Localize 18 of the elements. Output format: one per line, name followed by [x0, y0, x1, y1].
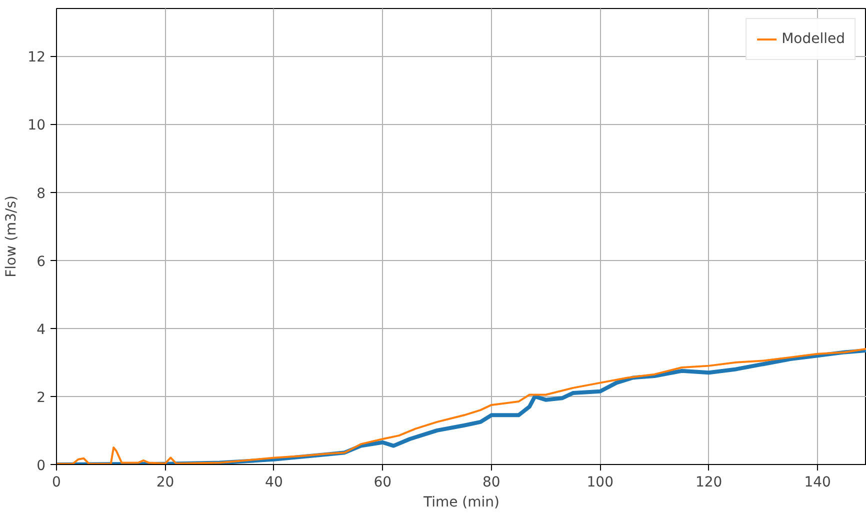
x-tick-label: 120 — [695, 474, 722, 490]
y-tick-label: 12 — [28, 50, 46, 66]
y-tick-label: 2 — [36, 390, 46, 406]
x-axis-title: Time (min) — [422, 494, 500, 510]
legend-label: Modelled — [782, 31, 845, 47]
y-tick-label: 4 — [36, 322, 46, 338]
x-tick-label: 20 — [156, 474, 174, 490]
y-axis-title: Flow (m3/s) — [4, 196, 20, 278]
x-tick-label: 60 — [374, 474, 392, 490]
x-tick-label: 80 — [482, 474, 500, 490]
y-tick-label: 10 — [28, 118, 46, 134]
x-tick-label: 40 — [265, 474, 283, 490]
x-tick-label: 100 — [586, 474, 614, 490]
y-tick-label: 8 — [36, 186, 46, 202]
x-tick-label: 0 — [52, 474, 61, 490]
y-tick-label: 6 — [36, 254, 46, 270]
y-tick-label: 0 — [36, 458, 46, 474]
x-tick-label: 140 — [804, 474, 831, 490]
